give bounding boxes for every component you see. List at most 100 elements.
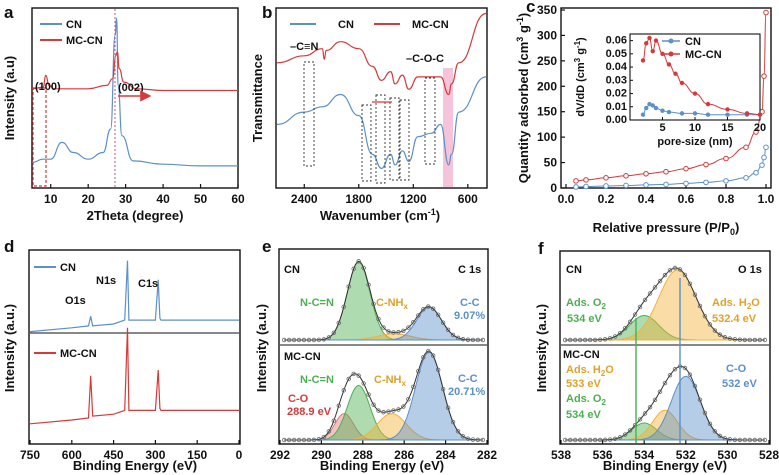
panel-a-ticklabel-4: 50: [194, 192, 208, 206]
panel-e-xlabel: Binding Energy (eV): [320, 458, 444, 473]
panel-e-raw-0-17: [366, 282, 371, 287]
panel-e-raw-0-24: [401, 328, 406, 334]
panel-c: c 0.0 0.2 0.4 0.6 0.8 1.0 0 50 100 150 200 250 300 35…: [515, 0, 775, 237]
panel-e-raw-0-1: [286, 337, 292, 343]
panel-d-label: d: [4, 237, 14, 256]
panel-f-bot-o2-ev: 534 eV: [566, 409, 602, 421]
panel-e-ticklabel-0: 292: [270, 448, 290, 462]
panel-e-raw-1-21: [386, 409, 391, 414]
panel-e-raw-0-34: [450, 332, 456, 338]
panel-f-raw-1-39: [757, 437, 763, 443]
panel-a-frame: [31, 7, 239, 189]
panel-c-inset: 5 10 15 20 0.000.010.02 0.030.040.050.06 CN M…: [573, 33, 766, 148]
panel-d-cn-line: [29, 260, 239, 333]
panel-f-raw-1-19: [657, 389, 663, 394]
panel-e-ticklabel-2: 288: [353, 448, 373, 462]
panel-e-raw-0-3: [296, 337, 302, 343]
panel-f-raw-0-4: [582, 337, 588, 343]
panel-c-inset-point-1-6: [666, 62, 672, 67]
panel-e-raw-1-1: [286, 437, 292, 443]
panel-e-raw-1-8: [321, 434, 327, 440]
panel-e-raw-1-35: [455, 429, 461, 434]
panel-c-inset-point-1-2: [647, 35, 652, 41]
panel-a-ticklabel-0: 10: [44, 192, 58, 206]
panel-e-raw-1-30: [430, 353, 436, 358]
panel-e-raw-1-0: [281, 437, 287, 443]
panel-e-raw-0-40: [480, 337, 486, 343]
panel-a-label: a: [4, 3, 14, 22]
panel-e-raw-1-16: [361, 381, 366, 386]
panel-e-raw-0-33: [445, 327, 451, 333]
panel-e-raw-0-11: [336, 320, 341, 326]
panel-e-raw-1-37: [465, 436, 471, 441]
panel-e-bot-ncn: N-C=N: [300, 374, 334, 386]
panel-f-raw-0-23: [677, 267, 683, 272]
panel-f-raw-1-13: [627, 428, 633, 433]
panel-a-legend-cn: CN: [66, 19, 82, 31]
panel-c-point-1-3: [623, 172, 629, 179]
panel-e-raw-1-13: [346, 376, 351, 382]
panel-b-ticklabel-1: 1800: [345, 192, 372, 206]
panel-c-xticklabel-3: 0.6: [678, 192, 695, 206]
panel-c-inset-point-1-8: [679, 80, 685, 86]
panel-e-raw-1-2: [291, 437, 297, 443]
panel-c-point-0-11: [759, 162, 765, 168]
panel-c-point-0-0: [573, 184, 579, 190]
panel-e-raw-0-21: [386, 329, 391, 334]
panel-f-raw-1-38: [752, 437, 758, 443]
panel-c-xticklabel-4: 0.8: [718, 192, 735, 206]
panel-c-point-1-6: [683, 165, 689, 172]
panel-f-label: f: [538, 239, 544, 258]
panel-c-inset-xticklabel-3: 20: [754, 122, 766, 134]
panel-e-top-cc: C-C: [460, 297, 480, 309]
panel-e-bot-co-ev: 288.9 eV: [287, 406, 332, 418]
panel-d-ticklabel-3: 300: [145, 448, 165, 462]
panel-b-ann-cn: –C≡N: [290, 41, 318, 53]
panel-c-inset-yticklabel-4: 0.04: [606, 61, 628, 73]
panel-c-inset-point-1-7: [673, 71, 678, 76]
panel-c-ticks: 0.0 0.2 0.4 0.6 0.8 1.0 0 50 100 150 200 250 300 350: [537, 3, 775, 206]
panel-c-cn-line: [575, 146, 767, 188]
panel-e-raw-1-24: [401, 404, 406, 409]
panel-e-raw-0-6: [311, 337, 317, 343]
panel-f-raw-0-18: [652, 285, 658, 290]
panel-c-yticklabel-5: 250: [537, 54, 557, 68]
panel-e-raw-0-20: [381, 325, 386, 330]
panel-c-point-0-3: [623, 182, 629, 189]
panel-e-raw-0-16: [361, 265, 366, 271]
panel-e-raw-1-33: [445, 405, 451, 410]
panel-f-raw-0-28: [702, 313, 708, 319]
panel-d-legend-mccn: MC-CN: [60, 348, 97, 360]
panel-f-frame: [559, 250, 771, 445]
panel-c-inset-legend-cn-marker: [668, 38, 674, 44]
panel-f-raw-0-26: [692, 292, 698, 297]
panel-e-raw-0-38: [470, 337, 476, 343]
panel-e-raw-0-2: [291, 337, 297, 343]
panel-e-raw-0-36: [460, 337, 466, 342]
panel-b-xlabel: Wavenumber (cm-1): [320, 207, 440, 223]
panel-d-legend-cn: CN: [60, 262, 76, 274]
panel-e-raw-0-5: [306, 337, 312, 343]
panel-d-xlabel: Binding Energy (eV): [73, 458, 197, 473]
panel-e-raw-1-10: [331, 418, 337, 423]
panel-f-peaks: [562, 265, 768, 443]
panel-e-raw-1-3: [296, 437, 302, 443]
panel-e-raw-1-20: [381, 410, 386, 415]
panel-c-inset-point-0-0: [640, 112, 646, 117]
panel-f-raw-1-31: [717, 433, 723, 439]
panel-f-raw-0-19: [657, 278, 663, 284]
panel-e-raw-1-17: [366, 392, 371, 397]
panel-e-raw-0-37: [465, 337, 471, 342]
panel-c-point-0-7: [703, 179, 709, 186]
panel-f-raw-1-4: [582, 437, 588, 443]
panel-f-raw-0-21: [667, 268, 673, 273]
panel-e-raw-0-32: [440, 320, 446, 325]
panel-c-point-1-10: [753, 129, 759, 135]
panel-c-point-0-13: [763, 144, 769, 151]
panel-c-inset-yticklabel-3: 0.03: [606, 74, 627, 86]
panel-f-xlabel: Binding Energy (eV): [603, 458, 727, 473]
panel-e-ticklabel-3: 286: [394, 448, 414, 462]
panel-c-inset-point-0-1: [644, 105, 649, 111]
panel-c-yticklabel-7: 350: [537, 3, 557, 17]
panel-c-point-0-2: [603, 183, 609, 189]
